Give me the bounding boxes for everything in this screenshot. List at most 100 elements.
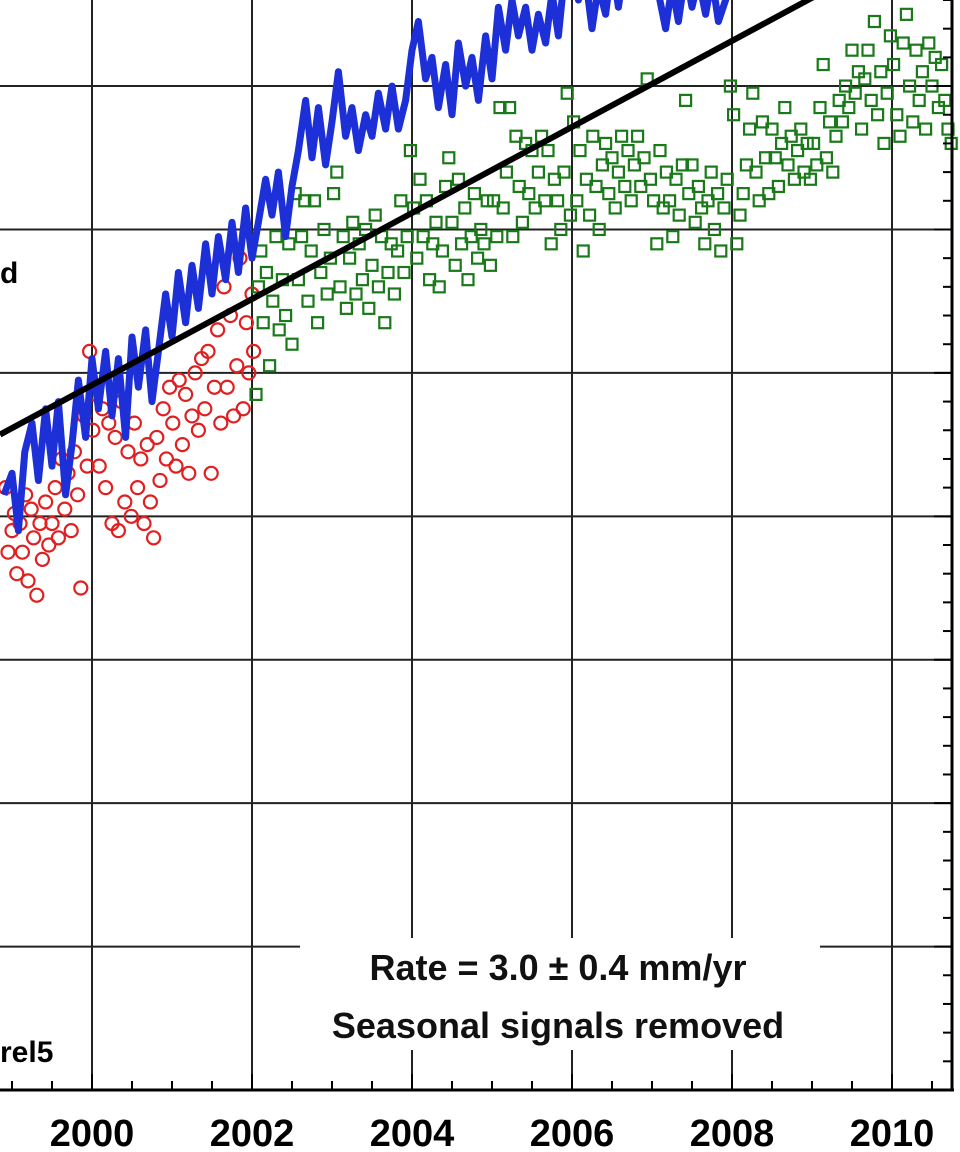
green-point-122 — [637, 151, 651, 165]
green-point-106 — [586, 129, 600, 143]
green-point-134 — [675, 158, 690, 172]
rate-annotation: Rate = 3.0 ± 0.4 mm/yr — [370, 947, 747, 988]
x-tick-label-2000: 2000 — [50, 1113, 135, 1152]
green-point-34 — [355, 273, 369, 287]
green-point-22 — [317, 222, 331, 237]
green-point-18 — [304, 244, 318, 258]
green-point-174 — [803, 172, 818, 186]
red-point-49 — [149, 429, 165, 446]
x-tick-labels: 2000 2002 2004 2006 2008 2010 — [50, 1113, 935, 1152]
red-point-58 — [178, 386, 194, 403]
green-point-19 — [307, 194, 321, 208]
green-point-109 — [595, 158, 610, 172]
green-point-7 — [269, 230, 283, 244]
green-point-26 — [330, 165, 344, 179]
green-point-157 — [749, 165, 763, 179]
green-point-145 — [710, 187, 725, 201]
green-point-108 — [592, 222, 606, 237]
red-point-39 — [117, 494, 133, 510]
green-point-36 — [362, 301, 376, 315]
green-point-65 — [455, 237, 469, 251]
green-point-15 — [295, 230, 309, 244]
red-point-51 — [155, 401, 171, 417]
green-point-198 — [880, 86, 894, 100]
green-point-167 — [781, 158, 795, 172]
x-tick-label-2004: 2004 — [370, 1113, 455, 1152]
green-point-156 — [746, 86, 760, 100]
red-point-45 — [136, 515, 152, 532]
green-point-205 — [902, 79, 917, 93]
red-point-18 — [50, 530, 67, 546]
green-point-41 — [378, 316, 392, 330]
axes — [0, 0, 954, 1092]
green-point-139 — [691, 179, 706, 194]
green-point-91 — [538, 194, 552, 208]
green-point-37 — [365, 258, 379, 272]
legend-fragment-top: d — [0, 257, 18, 290]
green-point-135 — [678, 93, 693, 107]
red-point-76 — [235, 401, 251, 417]
green-point-194 — [867, 14, 882, 29]
green-point-30 — [343, 251, 357, 265]
green-point-168 — [784, 129, 798, 143]
green-point-138 — [688, 215, 702, 229]
green-point-180 — [822, 115, 837, 129]
green-point-10 — [279, 308, 293, 323]
red-point-61 — [187, 365, 203, 381]
green-point-175 — [806, 136, 821, 151]
green-point-44 — [387, 287, 401, 301]
red-point-64 — [197, 401, 213, 417]
green-point-131 — [666, 230, 680, 244]
green-point-92 — [541, 143, 555, 158]
green-point-6 — [266, 294, 280, 308]
green-point-105 — [582, 208, 597, 222]
red-point-8 — [20, 573, 36, 589]
green-point-99 — [563, 208, 578, 222]
green-point-21 — [314, 265, 328, 280]
green-point-114 — [611, 165, 626, 179]
green-point-185 — [838, 79, 853, 93]
green-point-203 — [896, 36, 910, 50]
green-point-159 — [755, 115, 770, 129]
green-point-204 — [899, 7, 914, 21]
green-point-132 — [669, 172, 683, 186]
trend-line-series — [0, 0, 815, 438]
green-point-25 — [327, 187, 341, 201]
green-point-83 — [512, 179, 526, 194]
green-point-31 — [346, 215, 360, 229]
green-point-38 — [368, 208, 382, 222]
green-point-119 — [627, 158, 642, 172]
green-point-182 — [829, 129, 843, 143]
green-point-121 — [634, 179, 648, 194]
green-point-103 — [576, 244, 590, 258]
red-point-46 — [139, 437, 155, 453]
green-point-27 — [333, 280, 347, 294]
green-point-74 — [483, 258, 497, 272]
green-point-150 — [726, 108, 741, 122]
green-point-143 — [704, 165, 718, 179]
green-point-79 — [499, 165, 513, 179]
red-point-37 — [110, 523, 127, 539]
green-point-94 — [547, 172, 562, 186]
x-tick-label-2010: 2010 — [850, 1113, 935, 1152]
red-point-59 — [181, 465, 197, 481]
seasonal-annotation: Seasonal signals removed — [332, 1005, 784, 1046]
red-point-66 — [203, 465, 219, 481]
green-point-158 — [752, 194, 766, 208]
green-point-104 — [579, 172, 594, 186]
green-point-171 — [794, 122, 808, 136]
green-point-196 — [874, 65, 888, 79]
green-point-75 — [487, 194, 501, 208]
red-point-33 — [97, 480, 114, 496]
green-point-95 — [550, 194, 565, 208]
green-point-0 — [249, 387, 263, 402]
green-point-29 — [339, 301, 353, 315]
green-point-57 — [429, 215, 443, 229]
green-point-8 — [272, 323, 286, 337]
red-point-47 — [142, 494, 158, 510]
green-point-110 — [598, 136, 613, 151]
green-point-210 — [918, 122, 933, 136]
green-point-136 — [682, 187, 696, 201]
green-point-133 — [672, 208, 686, 222]
green-point-207 — [909, 43, 923, 57]
